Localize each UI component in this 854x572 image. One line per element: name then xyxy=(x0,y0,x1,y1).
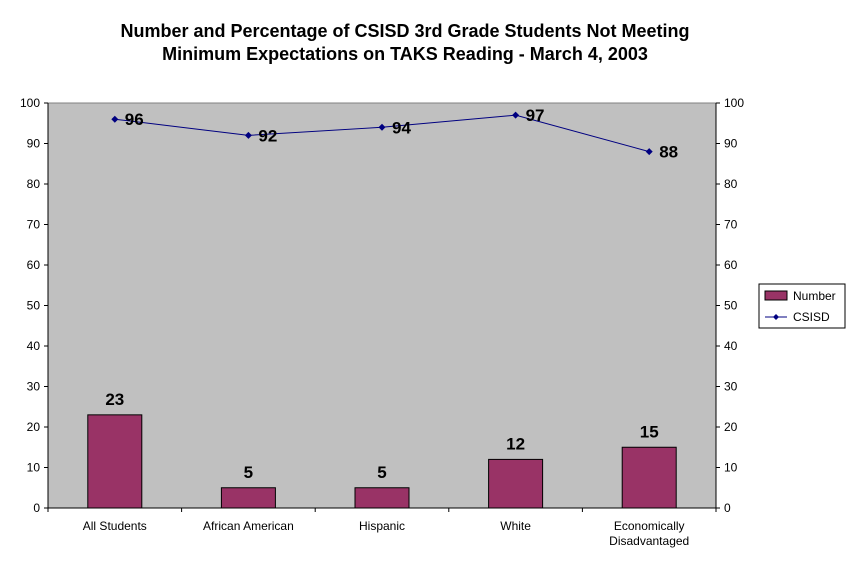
line-series xyxy=(111,111,653,156)
left-tick-label-2: 20 xyxy=(27,420,41,434)
bar-series xyxy=(87,414,677,509)
axes: 0 10 20 30 40 50 60 70 80 90 100 0 10 20 30 40 50 60 70 80 9… xyxy=(20,96,744,548)
line-point-2 xyxy=(378,123,386,131)
category-label-0: All Students xyxy=(83,519,147,533)
left-tick-label-6: 60 xyxy=(27,258,41,272)
right-tick-label-10: 100 xyxy=(724,96,744,110)
bar-4 xyxy=(621,446,677,509)
right-tick-label-2: 20 xyxy=(724,420,738,434)
line-label-1: 92 xyxy=(258,126,277,145)
line-label-2: 94 xyxy=(392,118,411,137)
category-label-2: Hispanic xyxy=(359,519,405,533)
chart-title-line-2: Minimum Expectations on TAKS Reading - M… xyxy=(162,44,648,64)
category-label-1-line-0: African American xyxy=(203,519,294,533)
line-point-1 xyxy=(244,131,252,139)
line-label-3: 97 xyxy=(526,106,545,125)
bar-1 xyxy=(220,487,276,509)
right-tick-label-3: 30 xyxy=(724,380,738,394)
bar-label-4: 15 xyxy=(640,422,659,441)
category-label-3-line-0: White xyxy=(500,519,531,533)
line-label-4: 88 xyxy=(659,143,678,162)
line-point-3 xyxy=(512,111,520,119)
category-label-4: Economically Disadvantaged xyxy=(609,519,689,548)
right-tick-label-6: 60 xyxy=(724,258,738,272)
bar-label-2: 5 xyxy=(377,463,386,482)
right-tick-label-0: 0 xyxy=(724,501,731,515)
legend: Number CSISD xyxy=(758,283,846,329)
category-label-4-line-1: Disadvantaged xyxy=(609,534,689,548)
legend-marker-csisd xyxy=(773,314,779,320)
left-tick-label-5: 50 xyxy=(27,299,41,313)
right-tick-label-1: 10 xyxy=(724,461,738,475)
bar-2 xyxy=(354,487,410,509)
category-label-3: White xyxy=(500,519,531,533)
left-tick-label-1: 10 xyxy=(27,461,41,475)
category-label-0-line-0: All Students xyxy=(83,519,147,533)
right-tick-label-4: 40 xyxy=(724,339,738,353)
chart-title-line-1: Number and Percentage of CSISD 3rd Grade… xyxy=(120,21,690,41)
left-tick-label-7: 70 xyxy=(27,218,41,232)
bar-label-0: 23 xyxy=(105,390,124,409)
bar-0 xyxy=(87,414,143,509)
line-point-4 xyxy=(645,148,653,156)
left-tick-label-0: 0 xyxy=(33,501,40,515)
left-tick-label-10: 100 xyxy=(20,96,40,110)
bar-label-1: 5 xyxy=(244,463,253,482)
legend-label-number: Number xyxy=(793,289,836,303)
left-tick-label-9: 90 xyxy=(27,137,41,151)
legend-swatch-number xyxy=(764,290,788,301)
left-tick-label-4: 40 xyxy=(27,339,41,353)
category-label-1: African American xyxy=(203,519,294,533)
line-point-0 xyxy=(111,115,119,123)
bar-3 xyxy=(488,458,544,509)
line-label-0: 96 xyxy=(125,110,144,129)
left-tick-label-3: 30 xyxy=(27,380,41,394)
right-tick-label-7: 70 xyxy=(724,218,738,232)
legend-label-csisd: CSISD xyxy=(793,310,830,324)
category-label-4-line-0: Economically xyxy=(614,519,685,533)
bar-label-3: 12 xyxy=(506,434,525,453)
right-tick-label-9: 90 xyxy=(724,137,738,151)
data-labels: 23 5 5 12 15 96 92 94 97 88 xyxy=(105,106,678,482)
right-tick-label-5: 50 xyxy=(724,299,738,313)
category-label-2-line-0: Hispanic xyxy=(359,519,405,533)
right-tick-label-8: 80 xyxy=(724,177,738,191)
left-tick-label-8: 80 xyxy=(27,177,41,191)
chart-title: Number and Percentage of CSISD 3rd Grade… xyxy=(0,20,810,66)
plot-area xyxy=(47,102,717,509)
